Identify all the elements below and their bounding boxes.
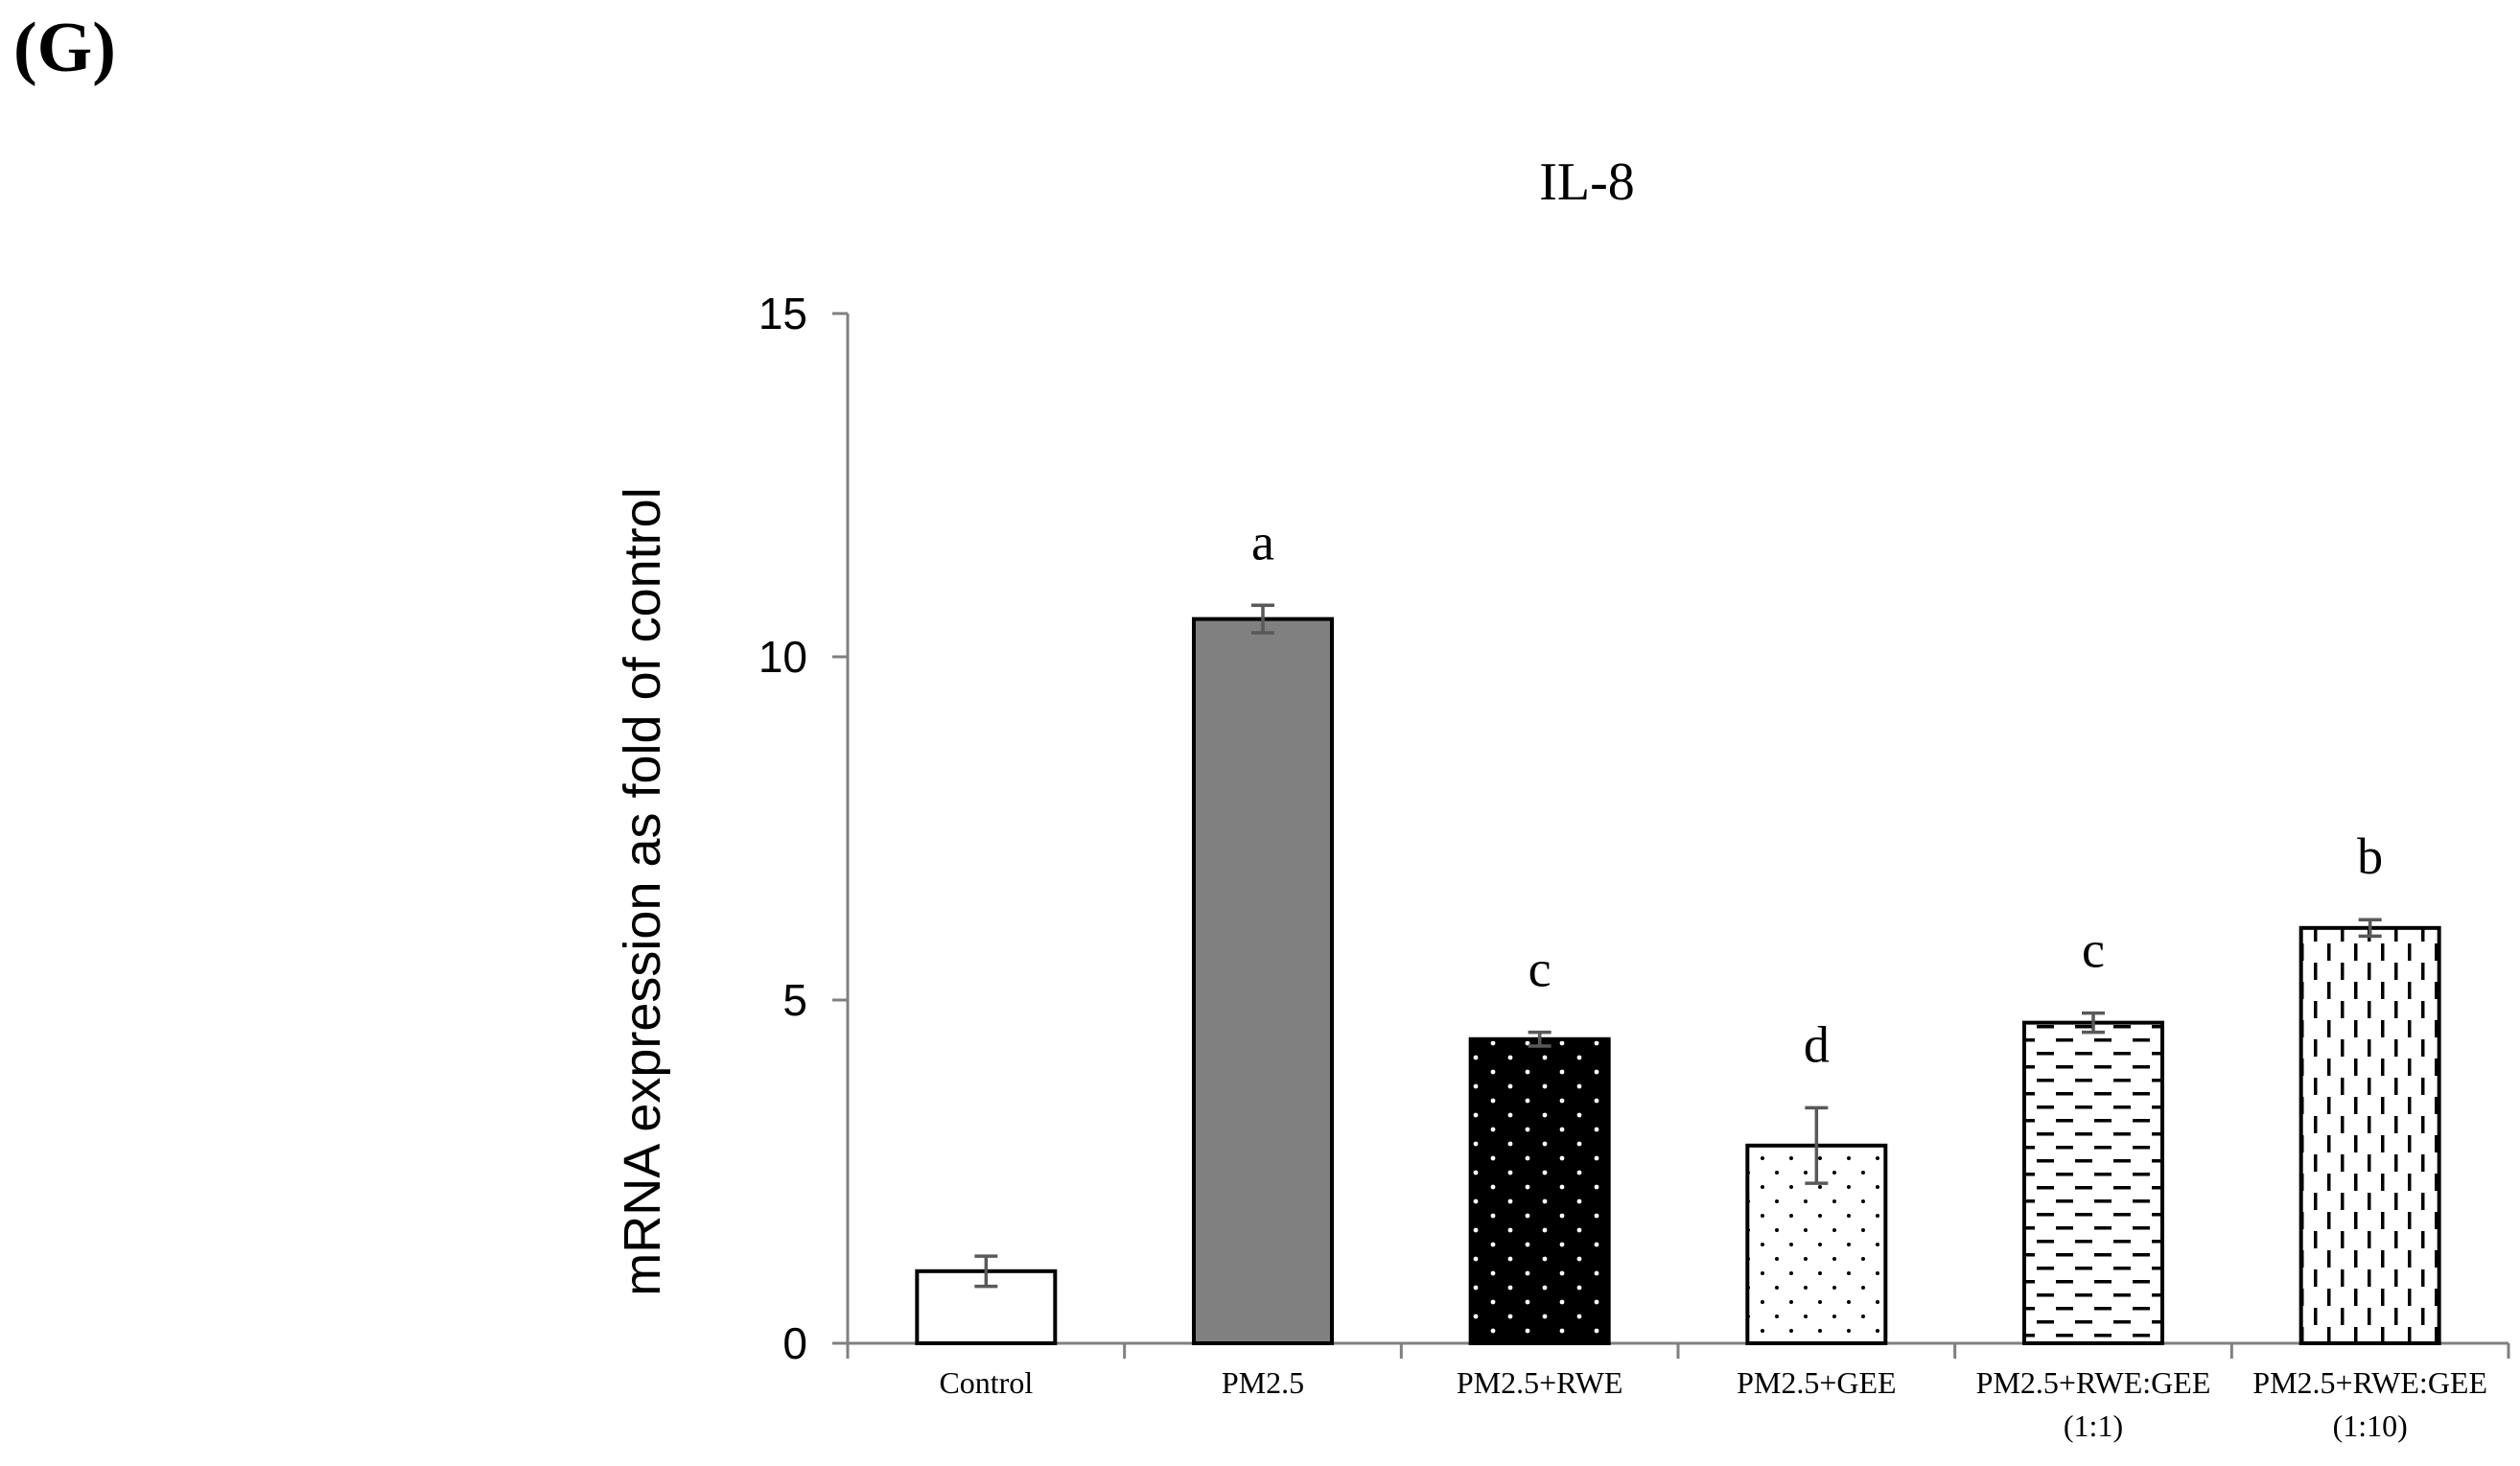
y-tick-label: 0 — [782, 1318, 807, 1368]
significance-letter: b — [2357, 827, 2383, 885]
x-tick-label: (1:1) — [2064, 1408, 2123, 1443]
error-bars — [974, 603, 2382, 1289]
axes: 0 5 10 15 — [758, 289, 2510, 1368]
significance-letter: d — [1804, 1015, 1830, 1073]
bar — [1192, 617, 1334, 1345]
x-tick-label: PM2.5+RWE:GEE — [1976, 1365, 2211, 1400]
x-tick-label: PM2.5+RWE:GEE — [2252, 1365, 2487, 1400]
bar — [2022, 1020, 2164, 1346]
panel-label: (G) — [13, 9, 116, 87]
bar — [1468, 1036, 1611, 1345]
y-axis-label: mRNA expression as fold of control — [614, 487, 671, 1295]
significance-letters: a c d c b — [1251, 513, 2383, 1073]
y-tick-label: 10 — [758, 632, 807, 682]
x-tick-label: PM2.5+GEE — [1737, 1365, 1897, 1400]
x-tick-label: PM2.5+RWE — [1457, 1365, 1623, 1400]
bar — [915, 1268, 1058, 1345]
x-tick-label: Control — [939, 1365, 1033, 1400]
chart-title: IL-8 — [1539, 152, 1635, 212]
bars — [915, 617, 2441, 1346]
x-tick-label: (1:10) — [2333, 1408, 2408, 1443]
x-tick-label: PM2.5 — [1222, 1365, 1304, 1400]
x-tick-labels: Control PM2.5 PM2.5+RWE PM2.5+GEE PM2.5+RWE:… — [939, 1365, 2487, 1443]
y-tick-label: 15 — [758, 289, 807, 338]
y-tick-label: 5 — [782, 975, 807, 1025]
significance-letter: c — [2082, 921, 2105, 979]
bar — [2298, 925, 2441, 1345]
significance-letter: c — [1528, 941, 1552, 998]
significance-letter: a — [1251, 513, 1274, 570]
